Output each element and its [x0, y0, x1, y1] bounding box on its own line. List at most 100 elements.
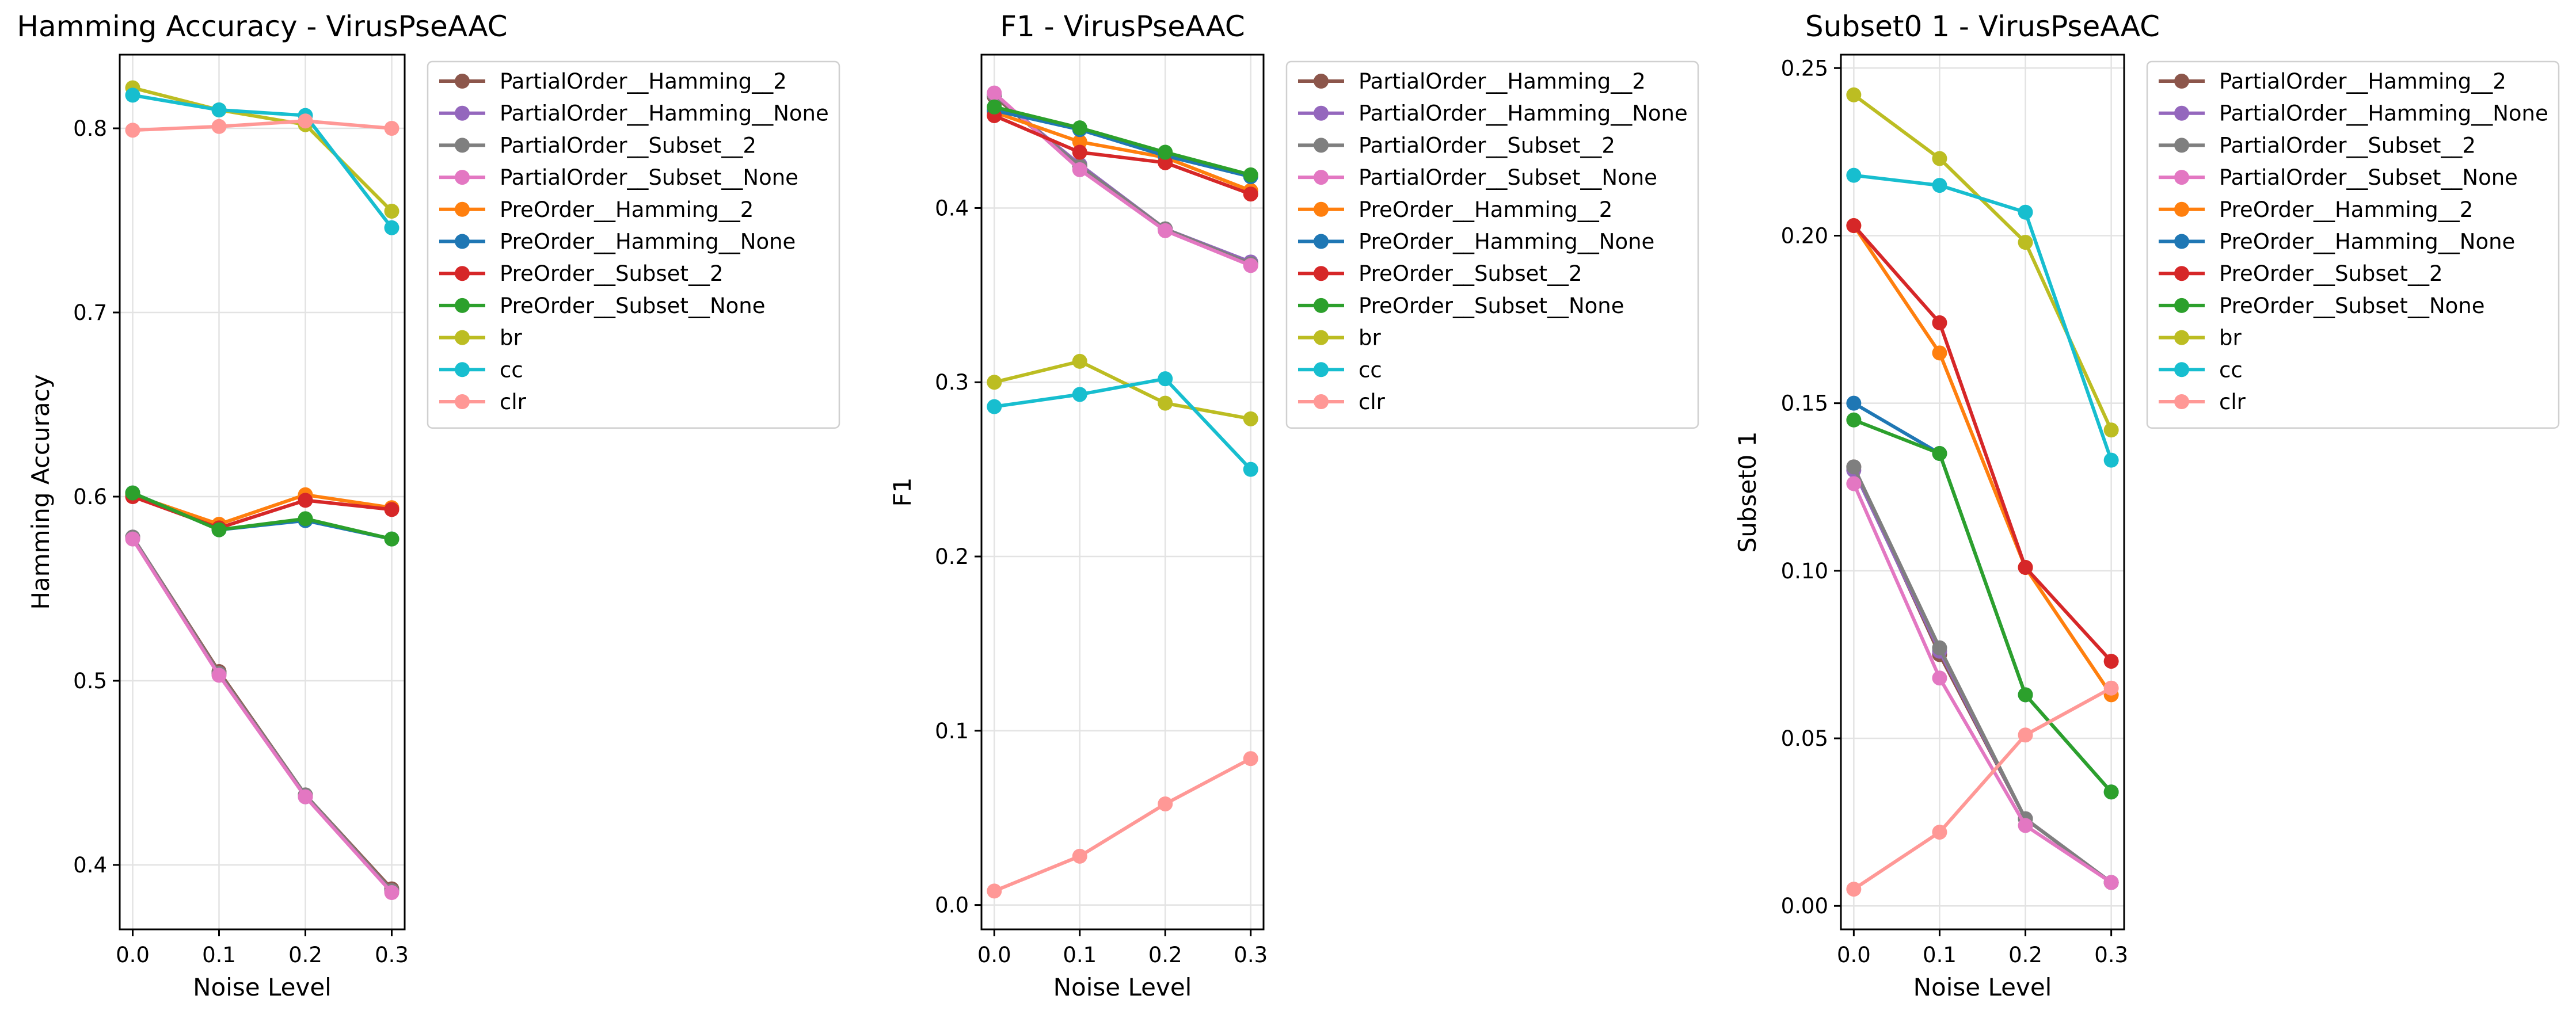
data-point-br [987, 375, 1002, 390]
data-point-preorder-subset-none [125, 485, 140, 501]
chart-panel-3: 0.00 0.05 0.10 0.15 0.20 0.25 0.0 0.1 0.2 0.3 Nois… [1733, 10, 2560, 1001]
legend-label: PreOrder__Hamming__None [1359, 230, 1654, 254]
legend-label: br [1359, 326, 1381, 350]
series-line-clr [132, 119, 392, 132]
x-axis-label: Noise Level [1053, 973, 1192, 1001]
y-tick-label: 0.2 [935, 544, 969, 569]
legend: PartialOrder__Hamming__2 PartialOrder__Ha… [427, 60, 840, 429]
data-point-preorder-subset-none [1932, 446, 1947, 462]
data-point-clr [125, 123, 140, 138]
legend-label: PartialOrder__Hamming__None [1359, 101, 1688, 126]
legend-label: PreOrder__Subset__2 [2219, 261, 2442, 286]
legend-marker-preorder-hamming-none [455, 234, 470, 249]
data-point-preorder-subset-2 [1158, 155, 1173, 170]
series-line-preorder-hamming-2 [1852, 224, 2113, 696]
y-tick-label: 0.5 [73, 669, 107, 693]
chart-panel-1: 0.4 0.5 0.6 0.7 0.8 0.0 0.1 0.2 0.3 Noise Level Ha… [17, 10, 840, 1001]
y-tick-label: 0.7 [73, 300, 107, 325]
legend-label: PartialOrder__Hamming__2 [500, 69, 787, 94]
data-point-preorder-subset-none [384, 531, 399, 547]
data-point-clr [1846, 882, 1862, 897]
legend-label: PartialOrder__Hamming__None [2219, 101, 2548, 126]
legend-label: PartialOrder__Subset__None [500, 165, 798, 190]
legend-label: PreOrder__Subset__None [1359, 293, 1624, 318]
series-line-preorder-subset-none [132, 491, 393, 541]
x-tick-label: 0.3 [375, 943, 409, 967]
legend-marker-preorder-subset-2 [455, 266, 470, 281]
data-point-cc [1158, 371, 1173, 387]
legend-label: PreOrder__Subset__2 [1359, 261, 1582, 286]
legend-marker-preorder-subset-none [455, 298, 470, 313]
series-line-partialorder-subset-none [993, 91, 1251, 268]
legend-marker-partialorder-subset-none [455, 170, 470, 185]
data-point-preorder-subset-none [298, 511, 313, 527]
series-line-preorder-hamming-none [994, 108, 1251, 178]
legend-marker-br [455, 330, 470, 345]
data-point-cc [1243, 462, 1258, 477]
series-line-br [132, 86, 393, 213]
legend-label: PreOrder__Subset__2 [500, 261, 723, 286]
legend-marker-cc [1314, 362, 1329, 378]
legend-label: PartialOrder__Hamming__2 [2219, 69, 2506, 94]
legend-label: PreOrder__Hamming__None [2219, 230, 2515, 254]
series-line-clr [994, 757, 1252, 893]
legend-marker-preorder-hamming-2 [1314, 201, 1329, 217]
chart-title: F1 - VirusPseAAC [1000, 10, 1245, 43]
y-tick-label: 0.6 [73, 485, 107, 509]
series-line-preorder-subset-2 [994, 114, 1251, 196]
x-tick-label: 0.2 [2008, 943, 2042, 967]
plot-frame [980, 54, 1265, 931]
gridlines [1841, 55, 2124, 929]
data-point-clr [1072, 848, 1087, 864]
series-line-partialorder-hamming-none [1852, 469, 2113, 884]
data-point-cc [384, 220, 399, 235]
series-line-br [994, 359, 1251, 421]
data-point-preorder-subset-2 [298, 493, 313, 508]
x-tick-label: 0.0 [116, 943, 150, 967]
data-point-cc [125, 87, 140, 103]
data-point-preorder-subset-none [2103, 784, 2119, 800]
data-point-partialorder-subset-none [211, 668, 227, 683]
legend-label: PreOrder__Subset__None [500, 293, 765, 318]
legend-label: PartialOrder__Subset__2 [500, 133, 756, 158]
data-point-br [1932, 151, 1947, 166]
series-line-br [1852, 93, 2113, 431]
legend-marker-preorder-hamming-none [1314, 234, 1329, 249]
legend-marker-partialorder-hamming-2 [1314, 74, 1329, 89]
legend-marker-preorder-hamming-2 [2174, 201, 2189, 217]
data-point-partialorder-subset-none [384, 885, 399, 900]
legend-label: clr [1359, 390, 1386, 414]
series-line-cc [994, 377, 1252, 471]
data-point-br [2103, 422, 2119, 438]
legend-marker-partialorder-hamming-none [2174, 105, 2189, 121]
data-point-partialorder-subset-none [2018, 818, 2033, 833]
legend-marker-clr [2174, 394, 2189, 409]
legend-label: PartialOrder__Subset__None [1359, 165, 1657, 190]
series-line-preorder-hamming-none [132, 491, 393, 541]
legend-marker-partialorder-subset-2 [2174, 138, 2189, 153]
series-line-preorder-hamming-2 [994, 110, 1251, 192]
series-line-cc [132, 93, 393, 229]
y-axis-label: Subset0 1 [1733, 432, 1761, 553]
data-point-preorder-subset-none [1072, 120, 1087, 136]
legend-box [2146, 60, 2560, 429]
x-axis-ticks: 0.0 0.1 0.2 0.3 [977, 929, 1268, 967]
legend-label: br [500, 326, 522, 350]
x-axis-label: Noise Level [1913, 973, 2052, 1001]
y-tick-label: 0.25 [1781, 56, 1828, 81]
data-point-clr [384, 121, 399, 136]
legend-label: clr [2219, 390, 2246, 414]
data-point-partialorder-subset-none [1243, 258, 1258, 273]
legend-marker-clr [455, 394, 470, 409]
data-point-br [1846, 87, 1862, 102]
data-point-preorder-hamming-2 [1072, 134, 1087, 150]
legend-label: PreOrder__Hamming__None [500, 230, 796, 254]
data-point-cc [211, 102, 227, 117]
chart-title: Subset0 1 - VirusPseAAC [1805, 10, 2160, 43]
data-point-partialorder-subset-none [2103, 875, 2119, 890]
y-tick-label: 0.4 [73, 853, 107, 878]
data-point-clr [1243, 751, 1258, 767]
legend-label: PartialOrder__Subset__2 [1359, 133, 1615, 158]
legend-label: br [2219, 326, 2242, 350]
y-tick-label: 0.10 [1781, 559, 1828, 584]
